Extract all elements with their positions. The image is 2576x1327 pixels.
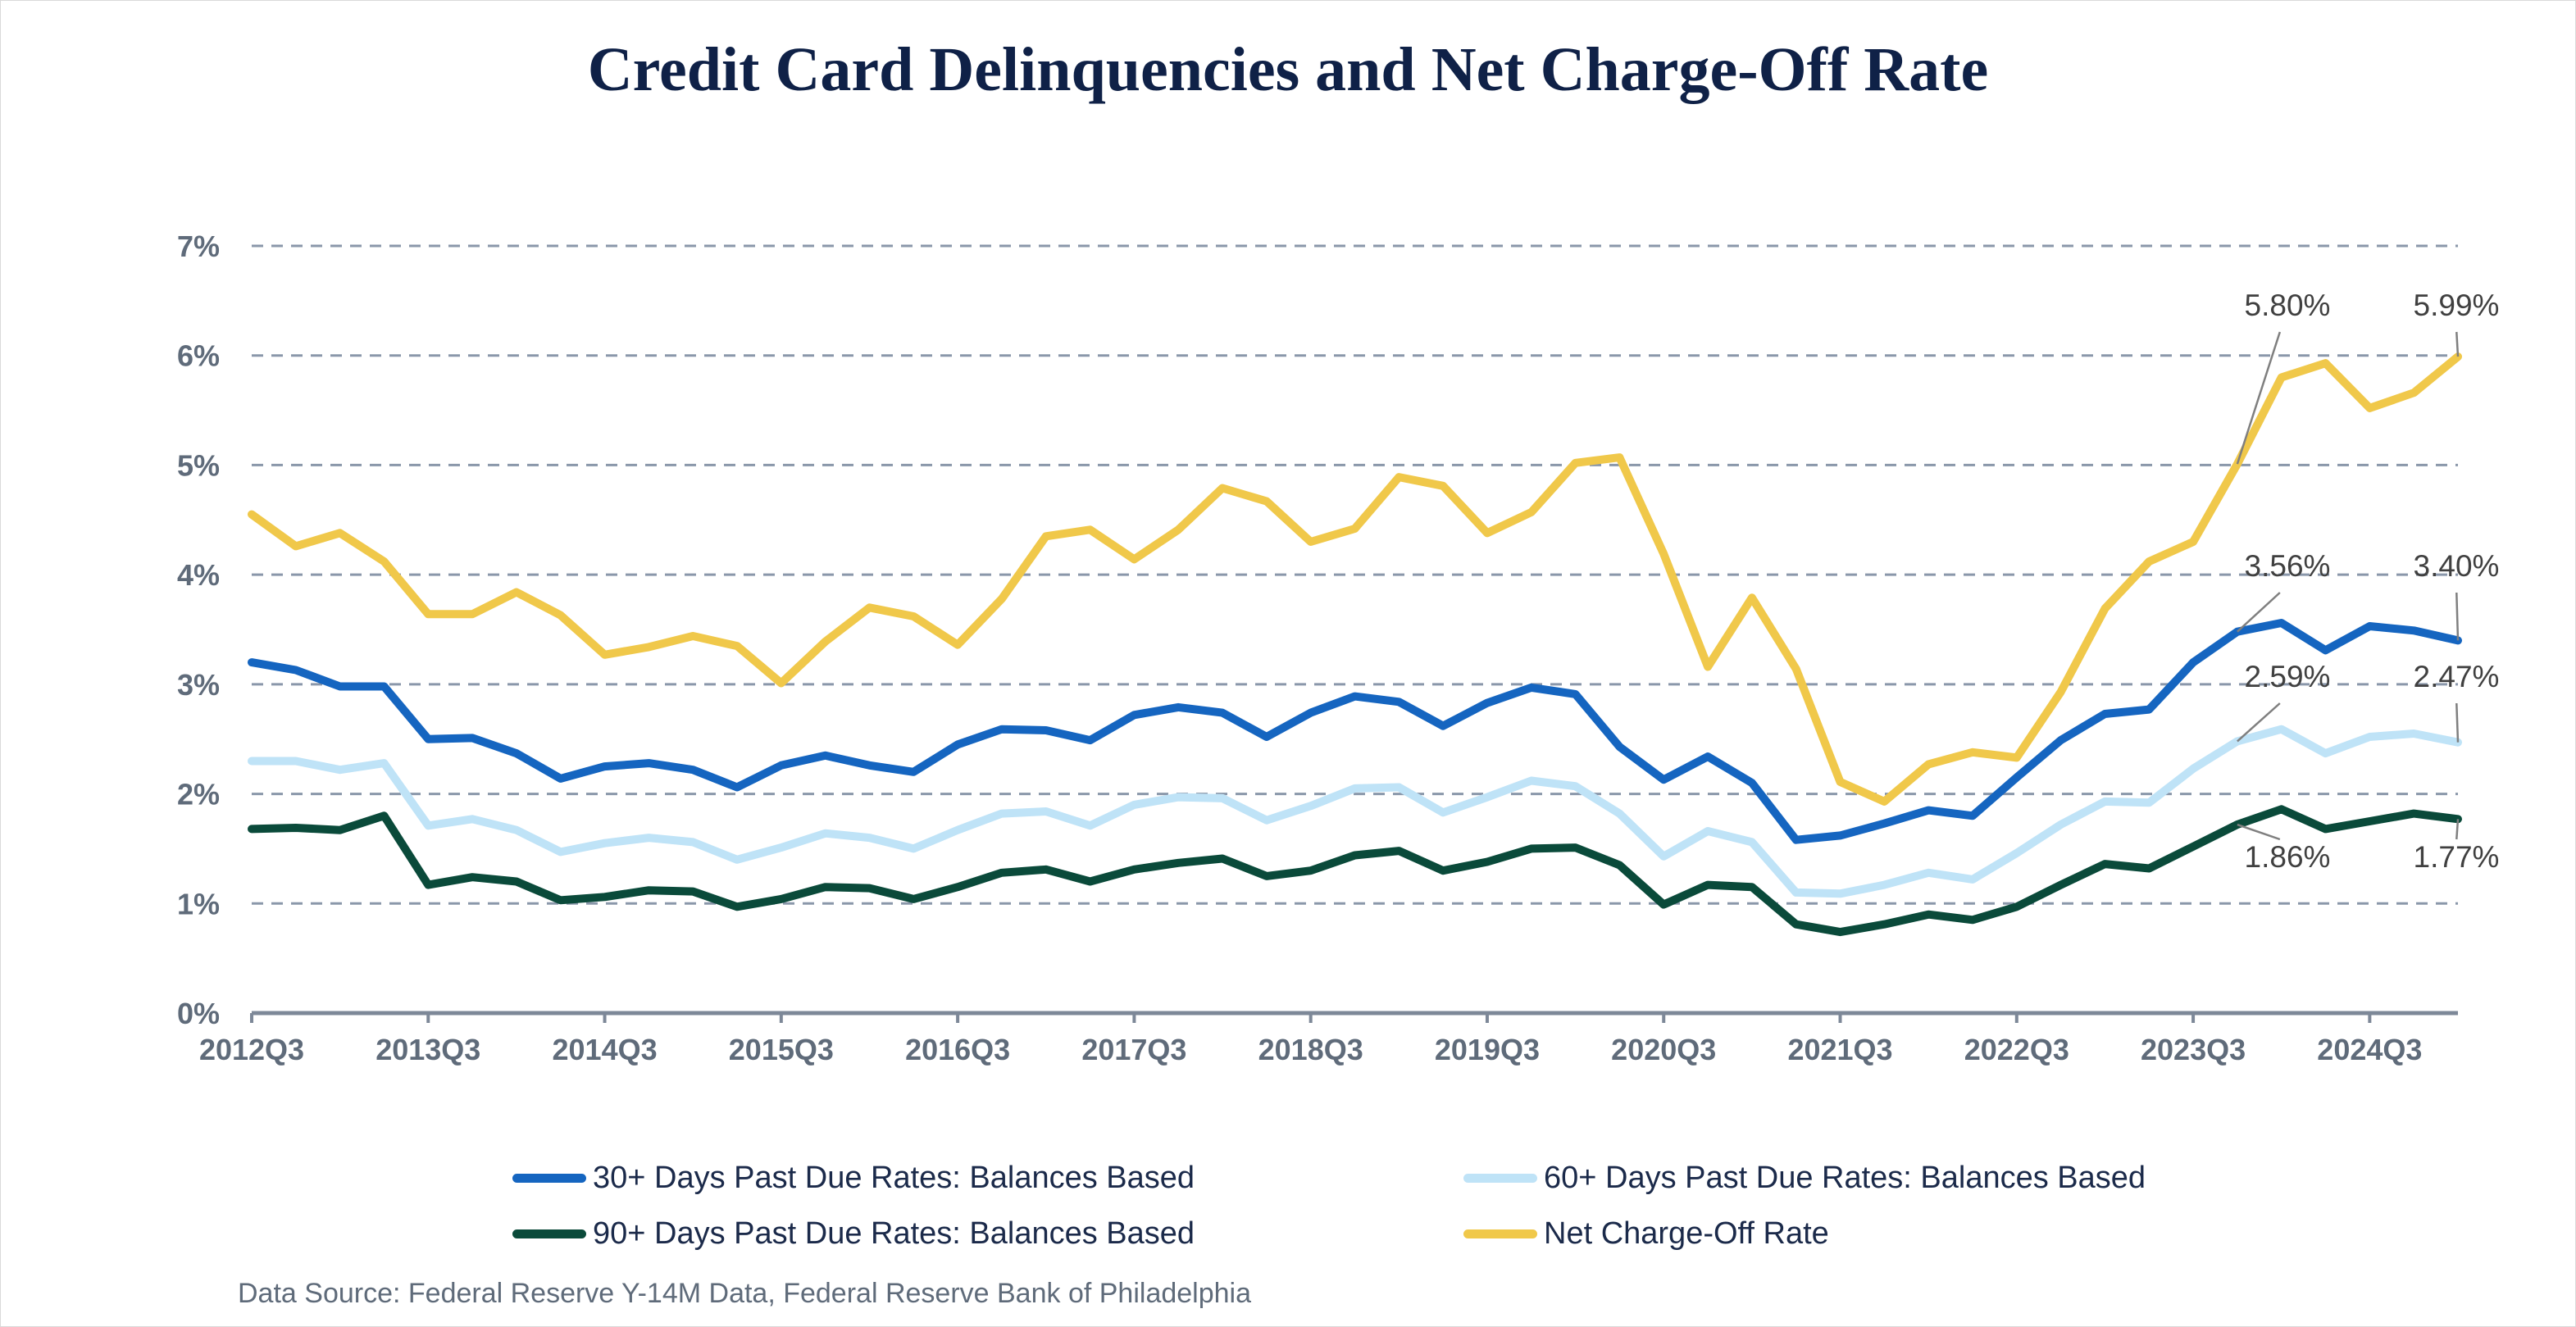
- series-line-net-charge-off: [248, 352, 2462, 806]
- chart-title: Credit Card Delinquencies and Net Charge…: [587, 35, 1989, 104]
- legend-label-30-days: 30+ Days Past Due Rates: Balances Based: [593, 1160, 1195, 1195]
- data-label: 1.77%: [2414, 840, 2500, 874]
- y-tick-label: 0%: [177, 997, 220, 1030]
- y-tick-label: 2%: [177, 778, 220, 811]
- data-label: 5.99%: [2414, 289, 2500, 322]
- legend-swatch-net-charge-off: [1463, 1229, 1537, 1238]
- legend-item-30-days: 30+ Days Past Due Rates: Balances Based: [512, 1154, 1195, 1202]
- legend-label-60-days: 60+ Days Past Due Rates: Balances Based: [1544, 1160, 2146, 1195]
- data-label-leader: [2455, 702, 2460, 743]
- y-tick-label: 7%: [177, 229, 220, 263]
- legend-item-90-days: 90+ Days Past Due Rates: Balances Based: [512, 1210, 1195, 1257]
- data-label-leader: [2237, 592, 2281, 633]
- x-tick-label: 2021Q3: [1787, 1033, 1892, 1066]
- gridlines: [252, 244, 2458, 905]
- data-label: 1.86%: [2245, 840, 2331, 874]
- series-line-60-days: [248, 725, 2462, 898]
- legend: 30+ Days Past Due Rates: Balances Based …: [512, 1154, 2316, 1269]
- data-label: 2.47%: [2414, 660, 2500, 693]
- data-label: 2.59%: [2245, 660, 2331, 693]
- data-label-leader: [2236, 331, 2282, 465]
- y-tick-label: 1%: [177, 887, 220, 920]
- x-tick-label: 2023Q3: [2141, 1033, 2246, 1066]
- legend-label-net-charge-off: Net Charge-Off Rate: [1544, 1216, 1829, 1251]
- data-label-leader: [2455, 819, 2460, 840]
- legend-label-90-days: 90+ Days Past Due Rates: Balances Based: [593, 1216, 1195, 1251]
- y-tick-label: 5%: [177, 448, 220, 482]
- data-label: 3.40%: [2414, 549, 2500, 583]
- x-tick-label: 2016Q3: [905, 1033, 1010, 1066]
- y-tick-label: 3%: [177, 668, 220, 702]
- x-tick-label: 2020Q3: [1611, 1033, 1716, 1066]
- legend-item-net-charge-off: Net Charge-Off Rate: [1463, 1210, 1829, 1257]
- series-line-30-days: [248, 619, 2462, 844]
- data-label-leader: [2237, 823, 2281, 841]
- series-lines: [248, 352, 2462, 937]
- data-label: 5.80%: [2245, 289, 2331, 322]
- data-label-leader: [2455, 331, 2460, 357]
- y-axis-ticks: 0% 1% 2% 3% 4% 5% 6% 7%: [177, 229, 220, 1030]
- y-tick-label: 4%: [177, 558, 220, 592]
- x-tick-label: 2012Q3: [199, 1033, 304, 1066]
- data-source-note: Data Source: Federal Reserve Y-14M Data,…: [238, 1278, 1252, 1309]
- data-labels: 5.80% 5.99% 3.56% 3.40% 2.59% 2.47% 1.86% 1.77%: [2236, 289, 2500, 874]
- x-tick-label: 2024Q3: [2317, 1033, 2422, 1066]
- legend-item-60-days: 60+ Days Past Due Rates: Balances Based: [1463, 1154, 2146, 1202]
- x-tick-label: 2014Q3: [553, 1033, 658, 1066]
- x-tick-label: 2015Q3: [729, 1033, 834, 1066]
- legend-swatch-60-days: [1463, 1173, 1537, 1183]
- x-tick-label: 2019Q3: [1435, 1033, 1540, 1066]
- series-line-90-days: [248, 805, 2462, 937]
- y-tick-label: 6%: [177, 339, 220, 373]
- x-tick-label: 2017Q3: [1081, 1033, 1186, 1066]
- data-label: 3.56%: [2245, 549, 2331, 583]
- x-tick-label: 2013Q3: [375, 1033, 480, 1066]
- legend-swatch-90-days: [512, 1229, 586, 1238]
- data-label-leader: [2455, 592, 2460, 641]
- legend-swatch-30-days: [512, 1173, 586, 1183]
- x-tick-label: 2022Q3: [1964, 1033, 2069, 1066]
- data-label-leader: [2237, 702, 2281, 743]
- x-axis-ticks: 2012Q3 2013Q3 2014Q3 2015Q3 2016Q3 2017Q3 2018…: [199, 1013, 2422, 1066]
- x-tick-label: 2018Q3: [1258, 1033, 1363, 1066]
